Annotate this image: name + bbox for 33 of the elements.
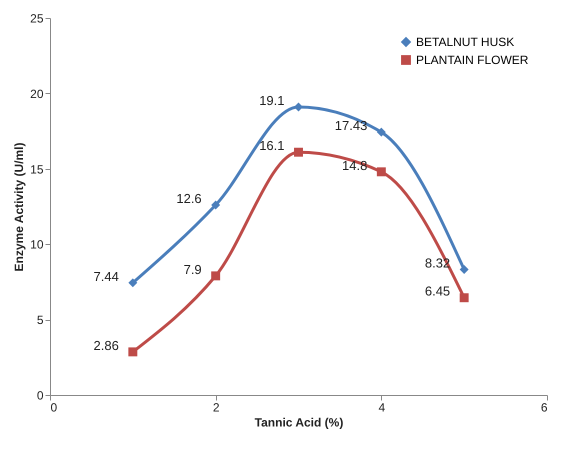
point bbox=[128, 278, 138, 288]
point bbox=[211, 200, 220, 210]
legend-label: PLANTAIN FLOWER bbox=[416, 53, 529, 67]
point bbox=[294, 102, 303, 112]
point bbox=[376, 167, 386, 176]
point bbox=[128, 347, 138, 356]
y-tick-label: 25 bbox=[30, 12, 44, 26]
point bbox=[211, 271, 220, 280]
x-axis-title: Tannic Acid (%) bbox=[254, 416, 344, 430]
y-tick-label: 0 bbox=[36, 388, 44, 402]
data-label: 7.44 bbox=[94, 268, 119, 284]
legend-label: BETALNUT HUSK bbox=[416, 35, 514, 49]
data-label: 16.1 bbox=[259, 138, 284, 154]
point bbox=[460, 293, 469, 302]
y-tick-label: 5 bbox=[36, 313, 44, 328]
x-tick-label: 0 bbox=[50, 400, 58, 414]
y-axis-title: Enzyme Activity (U/ml) bbox=[12, 142, 26, 272]
data-label: 7.9 bbox=[184, 262, 202, 277]
point bbox=[376, 128, 386, 137]
data-label: 14.8 bbox=[342, 158, 368, 173]
x-tick-label: 2 bbox=[212, 400, 220, 414]
data-label: 2.86 bbox=[94, 338, 119, 353]
x-tick-label: 6 bbox=[540, 400, 548, 414]
data-label: 17.43 bbox=[334, 118, 368, 134]
y-tick-label: 20 bbox=[30, 86, 44, 101]
data-label: 6.45 bbox=[424, 284, 450, 299]
x-tick-label: 4 bbox=[378, 400, 386, 414]
point bbox=[460, 265, 469, 274]
data-label: 19.1 bbox=[259, 92, 284, 108]
y-tick-label: 15 bbox=[30, 162, 44, 176]
data-label: 12.6 bbox=[176, 190, 202, 206]
y-tick-label: 10 bbox=[30, 238, 44, 252]
point bbox=[294, 148, 303, 157]
